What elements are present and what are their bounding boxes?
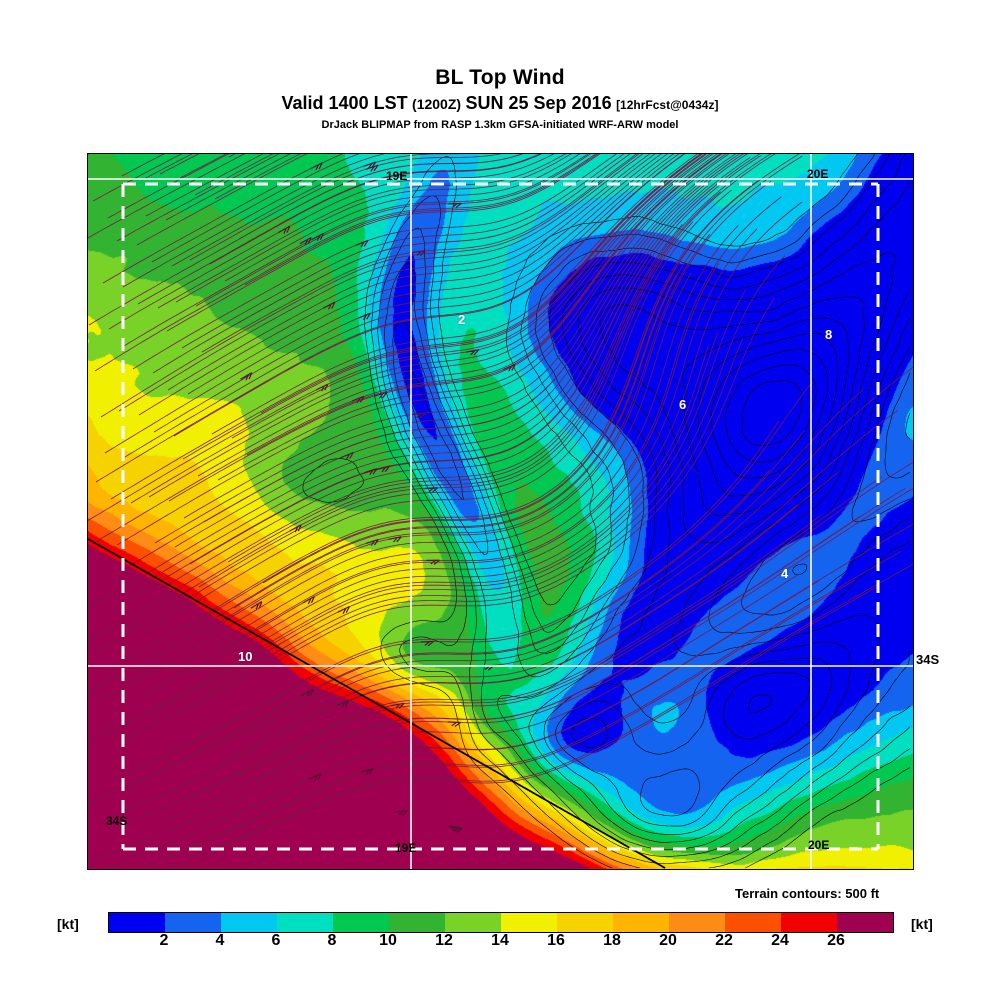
colorbar-tick: 26	[827, 932, 845, 949]
valid-date: SUN 25 Sep 2016	[465, 93, 612, 113]
colorbar-tick: 12	[435, 932, 453, 949]
grid-label-lon: 20E	[807, 167, 829, 181]
color-swatch-7	[501, 913, 557, 932]
color-swatch-11	[725, 913, 781, 932]
valid-time-utc: (1200Z)	[412, 96, 462, 112]
grid-label-lon: 19E	[386, 169, 408, 183]
contour-value-label: 4	[781, 566, 789, 581]
color-swatch-9	[613, 913, 669, 932]
coastline-overlay	[88, 538, 666, 869]
title-block: BL Top Wind Valid 1400 LST (1200Z) SUN 2…	[0, 0, 1000, 132]
latitude-label-right: 34S	[916, 652, 940, 667]
terrain-contour-overlay	[302, 154, 911, 869]
colorbar-unit-right: [kt]	[911, 916, 933, 932]
color-swatch-12	[781, 913, 837, 932]
page-title: BL Top Wind	[435, 66, 565, 89]
colorbar-tick: 20	[659, 932, 677, 949]
valid-time-line: Valid 1400 LST (1200Z) SUN 25 Sep 2016 […	[0, 93, 1000, 115]
color-swatch-13	[837, 913, 893, 932]
color-swatch-10	[669, 913, 725, 932]
color-scale-bar[interactable]	[108, 912, 894, 933]
model-source-text: DrJack BLIPMAP from RASP 1.3km GFSA-init…	[321, 119, 679, 131]
streamline-overlay	[88, 154, 913, 869]
grid-label-lon: 19E	[395, 841, 417, 855]
contour-value-label: 10	[238, 649, 253, 664]
color-swatch-2	[221, 913, 277, 932]
contour-value-label: 2	[458, 312, 466, 327]
color-swatch-6	[445, 913, 501, 932]
contour-value-label: 6	[679, 397, 687, 412]
colorbar-tick: 14	[491, 932, 509, 949]
grid-label-lat-left: 34S	[106, 814, 128, 828]
forecast-tag: [12hrFcst@0434z]	[616, 98, 719, 112]
colorbar-tick: 22	[715, 932, 733, 949]
colorbar-tick: 2	[159, 932, 169, 949]
colorbar-tick: 10	[379, 932, 397, 949]
colorbar-tick: 16	[547, 932, 565, 949]
colorbar-tick: 8	[327, 932, 337, 949]
colorbar-tick: 4	[215, 932, 225, 949]
color-swatch-8	[557, 913, 613, 932]
color-swatch-3	[277, 913, 333, 932]
terrain-contour-caption: Terrain contours: 500 ft	[733, 886, 882, 901]
colorbar-tick: 18	[603, 932, 621, 949]
color-swatch-4	[333, 913, 389, 932]
colorbar-tick: 24	[771, 932, 789, 949]
color-scale-ticks: 2 4 6 8 10 12 14 16 18 20 22 24 26	[108, 932, 892, 954]
colorbar-unit-left: [kt]	[57, 916, 79, 932]
valid-time-text: Valid 1400 LST	[281, 93, 408, 113]
colorbar-tick: 6	[271, 932, 281, 949]
grid-label-lon: 20E	[808, 838, 830, 852]
weather-map[interactable]: 19E 20E 19E 20E 34S 2 6 8 4 10	[87, 153, 914, 870]
color-swatch-0	[109, 913, 165, 932]
wind-speed-raster	[88, 154, 913, 869]
color-swatch-1	[165, 913, 221, 932]
contour-value-label: 8	[825, 327, 833, 342]
lat-lon-grid-overlay	[88, 154, 913, 869]
color-swatch-5	[389, 913, 445, 932]
